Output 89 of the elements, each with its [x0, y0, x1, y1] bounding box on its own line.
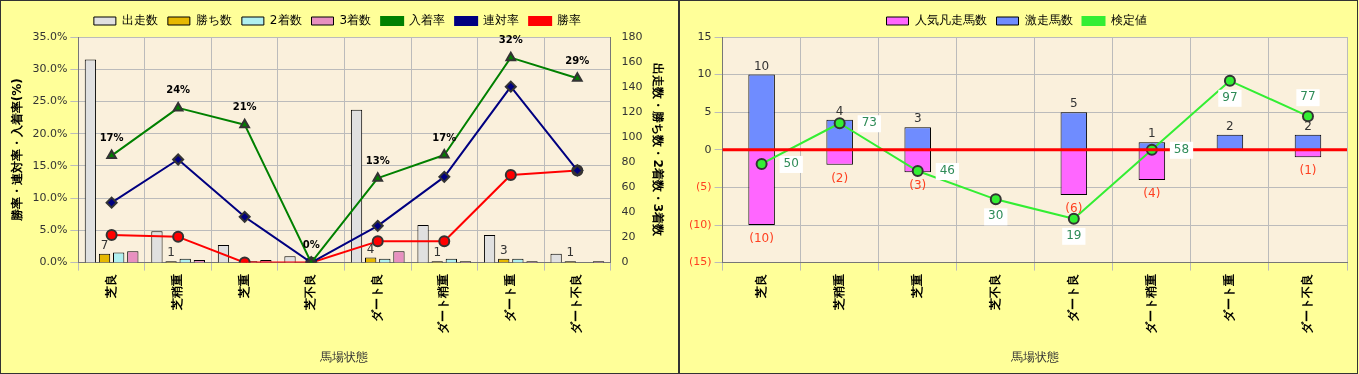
- x-tick-label: 芝重: [236, 273, 251, 299]
- y-tick-label: (10): [688, 217, 712, 231]
- data-label: (10): [749, 231, 774, 246]
- data-label: 4: [835, 103, 844, 118]
- x-tick-label: ダート稍重: [436, 273, 451, 334]
- y2-axis-title: 出走数・勝ち数・2着数・3着数: [650, 63, 665, 238]
- data-label: 7: [100, 237, 109, 252]
- data-label: (6): [1065, 201, 1083, 216]
- x-tick-label: ダート稍重: [1143, 273, 1158, 334]
- y-tick-label: 0.0%: [39, 255, 68, 269]
- x-tick-label: ダート重: [502, 273, 517, 322]
- data-label: 1: [167, 245, 175, 260]
- y-axis-title: 勝率・連対率・入着率(%): [10, 78, 25, 223]
- data-label: 17%: [99, 132, 124, 144]
- data-label: 2: [1226, 118, 1234, 133]
- y-tick-label: 15.0%: [32, 158, 68, 172]
- y-tick-label: 30.0%: [32, 62, 68, 76]
- x-tick-label: 芝稍重: [831, 273, 846, 311]
- legend-label: 検定値: [1110, 13, 1147, 28]
- y-tick-label: 5: [704, 105, 712, 119]
- data-label: 46: [939, 163, 955, 178]
- data-label: 17%: [432, 131, 457, 143]
- x-tick-label: 芝稍重: [170, 273, 185, 311]
- data-label: 30: [988, 208, 1004, 223]
- legend-label: 入着率: [409, 13, 446, 28]
- y-tick-label: 5.0%: [39, 223, 68, 237]
- legend-label: 勝ち数: [195, 13, 232, 28]
- data-label: (4): [1143, 186, 1161, 201]
- legend-label: 勝率: [557, 13, 582, 28]
- y-tick-label: 25.0%: [32, 94, 68, 108]
- y2-tick-label: 80: [621, 155, 636, 169]
- x-tick-label: ダート良: [1065, 273, 1080, 322]
- y-tick-label: 35.0%: [32, 29, 68, 43]
- y-tick-label: 10: [697, 67, 712, 81]
- data-label: 4: [366, 241, 375, 256]
- y2-tick-label: 160: [621, 54, 643, 68]
- data-label: 50: [783, 156, 799, 171]
- x-tick-label: ダート不良: [1300, 273, 1315, 334]
- data-label: 32%: [498, 34, 523, 46]
- legend-label: 連対率: [483, 13, 520, 28]
- y2-tick-label: 140: [621, 79, 643, 93]
- y2-tick-label: 100: [621, 130, 643, 144]
- data-label: 19: [1066, 227, 1082, 242]
- data-label: 3: [913, 111, 922, 126]
- data-label: 3: [499, 242, 508, 257]
- y2-tick-label: 60: [621, 180, 636, 194]
- x-tick-label: 芝良: [753, 273, 768, 299]
- data-label: (1): [1299, 163, 1317, 178]
- data-label: (3): [909, 178, 927, 193]
- y-tick-label: 20.0%: [32, 126, 68, 140]
- y-tick-label: (15): [688, 255, 712, 269]
- data-label: (2): [831, 170, 849, 185]
- y-tick-label: 10.0%: [32, 191, 68, 204]
- data-label: 10: [753, 58, 770, 73]
- data-label: 21%: [232, 101, 257, 113]
- y2-tick-label: 0: [621, 255, 629, 269]
- x-axis-title: 馬場状態: [319, 349, 369, 364]
- x-axis-title: 馬場状態: [1009, 349, 1059, 364]
- data-label: 1: [433, 245, 442, 260]
- data-label: 29%: [565, 54, 590, 66]
- x-tick-label: 芝不良: [987, 273, 1002, 311]
- data-label: 24%: [166, 84, 191, 96]
- y2-tick-label: 20: [621, 230, 636, 244]
- y-tick-label: (5): [695, 180, 712, 194]
- legend-label: 2着数: [269, 13, 302, 28]
- x-tick-label: 芝重: [909, 273, 924, 299]
- data-label: 58: [1173, 141, 1190, 156]
- data-label: 0%: [302, 239, 320, 251]
- y2-tick-label: 120: [621, 105, 643, 119]
- x-tick-label: ダート良: [369, 273, 384, 322]
- x-tick-label: ダート重: [1222, 273, 1237, 322]
- data-label: 73: [861, 115, 877, 130]
- data-label: 1: [1148, 126, 1156, 141]
- data-label: 1: [566, 245, 575, 260]
- y-tick-label: 0: [704, 142, 712, 156]
- data-label: 13%: [365, 154, 390, 166]
- y2-tick-label: 40: [621, 205, 636, 219]
- legend-label: 3着数: [339, 13, 372, 28]
- data-label: 77: [1300, 89, 1316, 104]
- legend-label: 激走馬数: [1024, 13, 1073, 28]
- data-label: 97: [1222, 89, 1238, 104]
- data-label: 5: [1070, 96, 1078, 111]
- x-tick-label: 芝不良: [303, 273, 318, 311]
- legend-label: 人気凡走馬数: [914, 13, 987, 28]
- y-tick-label: 15: [697, 29, 712, 43]
- legend-label: 出走数: [121, 13, 158, 28]
- x-tick-label: 芝良: [103, 273, 118, 299]
- y2-tick-label: 180: [621, 29, 643, 43]
- x-tick-label: ダート不良: [569, 273, 584, 334]
